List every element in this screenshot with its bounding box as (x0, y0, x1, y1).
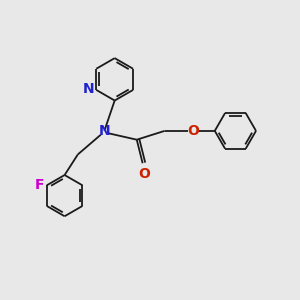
Text: O: O (138, 167, 150, 181)
Text: N: N (83, 82, 95, 96)
Text: O: O (187, 124, 199, 138)
Text: F: F (34, 178, 44, 192)
Text: N: N (98, 124, 110, 138)
